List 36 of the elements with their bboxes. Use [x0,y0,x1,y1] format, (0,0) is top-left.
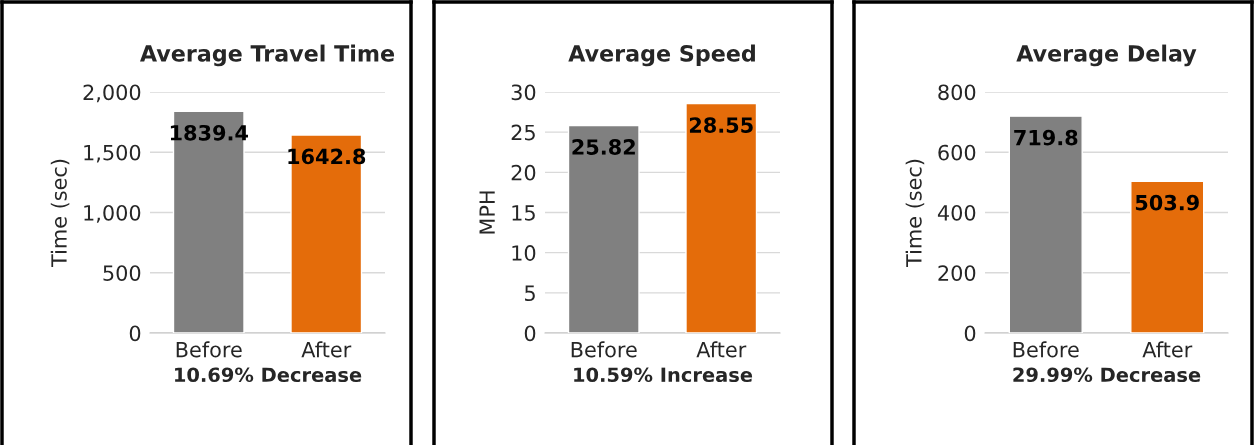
y-axis-title: Time (sec) [905,159,925,268]
y-tick-label: 30 [511,84,536,101]
y-axis-title: MPH [479,191,495,234]
x-axis-title: 10.69% Decrease [175,367,362,383]
chart-title: Average Travel Time [140,44,395,67]
data-label: 28.55 [689,117,753,133]
x-tick-label: Before [571,341,637,358]
x-tick-label: After [1142,341,1193,358]
chart-title: Average Delay [1016,44,1197,67]
y-tick-label: 20 [511,164,536,181]
x-axis-title: 10.59% Increase [574,367,753,383]
y-tick-label: 25 [511,124,535,141]
y-tick-label: 5 [525,285,535,302]
y-tick-label: 800 [938,84,976,101]
y-tick-label: 15 [512,205,535,221]
data-label: 25.82 [572,139,635,155]
y-tick-label: 1,000 [84,204,141,223]
y-tick-label: 200 [938,265,976,281]
data-label: 719.8 [1014,129,1078,146]
y-tick-label: 600 [938,144,976,161]
chart-title: Average Speed [568,44,755,67]
y-tick-label: 10 [512,245,536,261]
y-tick-label: 0 [964,325,976,342]
x-axis-title: 29.99% Decrease [1013,367,1201,383]
y-tick-label: 500 [103,265,141,281]
data-label: 503.9 [1135,194,1199,211]
y-tick-label: 400 [937,204,976,221]
x-tick-label: Before [1013,341,1079,358]
x-tick-label: After [696,341,747,358]
y-tick-label: 1,500 [84,144,141,163]
y-axis-title: Time (sec) [50,159,70,268]
y-tick-label: 0 [524,325,536,342]
y-tick-label: 2,000 [83,84,141,103]
x-tick-label: Before [176,341,242,358]
y-tick-label: 0 [129,325,141,342]
x-tick-label: After [301,341,352,358]
